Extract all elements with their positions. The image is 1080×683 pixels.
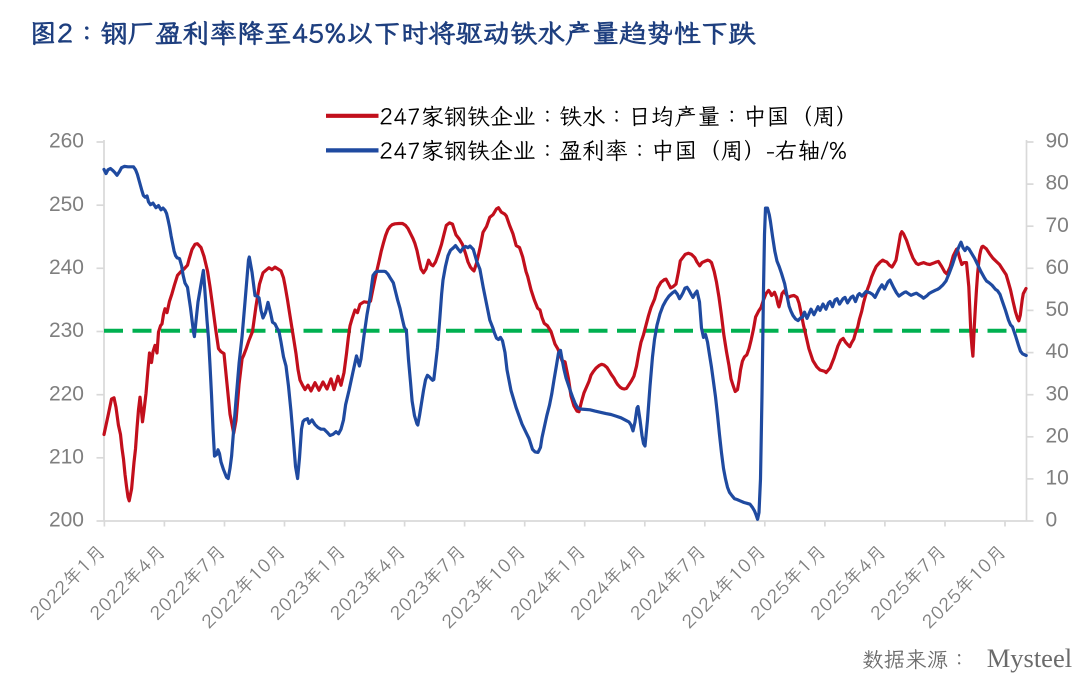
svg-text:200: 200 xyxy=(49,509,84,532)
svg-text:230: 230 xyxy=(49,319,84,342)
svg-text:210: 210 xyxy=(49,445,84,468)
svg-text:10: 10 xyxy=(1046,467,1069,490)
svg-text:220: 220 xyxy=(49,382,84,405)
svg-text:40: 40 xyxy=(1046,340,1069,363)
svg-text:20: 20 xyxy=(1046,424,1069,447)
svg-text:250: 250 xyxy=(49,193,84,216)
svg-text:50: 50 xyxy=(1046,298,1069,321)
svg-text:0: 0 xyxy=(1046,509,1058,532)
svg-text:30: 30 xyxy=(1046,382,1069,405)
svg-text:260: 260 xyxy=(49,130,84,153)
svg-text:60: 60 xyxy=(1046,256,1069,279)
svg-text:Mysteel: Mysteel xyxy=(987,643,1072,673)
svg-text:70: 70 xyxy=(1046,214,1069,237)
svg-text:90: 90 xyxy=(1046,130,1069,153)
svg-text:80: 80 xyxy=(1046,172,1069,195)
svg-text:240: 240 xyxy=(49,256,84,279)
